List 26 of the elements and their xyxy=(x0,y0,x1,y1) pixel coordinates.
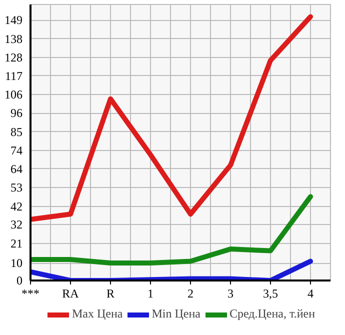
y-tick-label: 149 xyxy=(4,13,22,28)
x-tick-label: *** xyxy=(22,286,40,300)
y-tick-label: 138 xyxy=(4,32,22,46)
y-tick-label: 85 xyxy=(10,124,22,139)
x-tick-label: 3,5 xyxy=(263,286,278,300)
y-tick-label: 96 xyxy=(10,106,22,120)
x-tick-label: R xyxy=(106,286,115,300)
y-tick-label: 74 xyxy=(10,143,22,158)
x-tick-label: 3 xyxy=(228,286,234,300)
legend-label: Сред.Цена, т.йен xyxy=(229,306,316,322)
y-tick-label: 128 xyxy=(4,50,22,64)
y-tick-label: 42 xyxy=(10,199,22,214)
y-tick-label: 53 xyxy=(10,180,22,195)
y-tick-label: 106 xyxy=(4,88,22,102)
y-tick-label: 10 xyxy=(10,256,22,270)
y-tick-label: 32 xyxy=(10,218,22,232)
y-tick-label: 21 xyxy=(10,236,22,250)
y-tick-label: 117 xyxy=(4,69,23,83)
x-tick-label: RA xyxy=(62,286,80,300)
y-tick-label: 64 xyxy=(10,162,22,176)
legend-label: Max Цена xyxy=(72,306,123,322)
x-tick-label: 4 xyxy=(308,286,314,300)
legend-label: Min Цена xyxy=(152,306,200,322)
y-tick-label: 0 xyxy=(16,274,22,288)
x-tick-label: 1 xyxy=(148,286,154,300)
x-tick-label: 2 xyxy=(188,286,194,300)
